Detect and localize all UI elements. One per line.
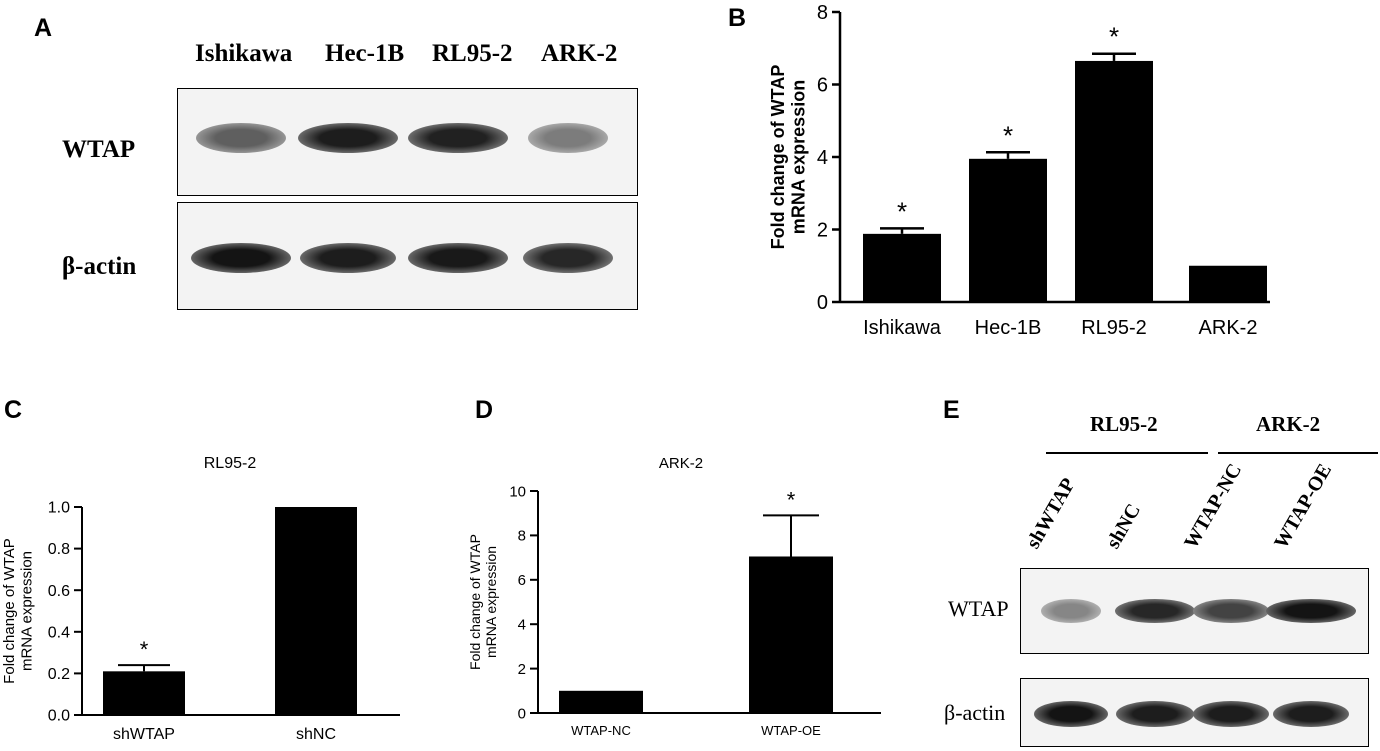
group-label: RL95-2: [1090, 412, 1158, 436]
blot-band: [1273, 701, 1349, 727]
y-tick-label: 0.0: [48, 708, 70, 725]
actin-blot: [177, 202, 638, 310]
bar: [103, 671, 185, 715]
x-tick-label: ARK-2: [1199, 317, 1258, 339]
panel-letter-a: A: [34, 14, 53, 42]
wtap-blot: [177, 88, 638, 196]
blot-band: [1116, 701, 1194, 727]
y-tick-label: 0.6: [48, 583, 70, 600]
row-label-actin: β-actin: [62, 253, 137, 280]
y-tick-label: 2: [518, 661, 526, 678]
bar-chart-d: ARK-2 0 2 4 6 8 10 Fold change of WTAPmRNA expr…: [467, 455, 881, 738]
blot-band: [1193, 701, 1269, 727]
group-underline: [1046, 452, 1208, 454]
x-tick-label: Ishikawa: [863, 317, 942, 339]
y-axis-label: Fold change of WTAPmRNA expression: [1, 538, 35, 684]
chart-title: RL95-2: [204, 455, 257, 472]
bar: [863, 233, 941, 302]
y-tick-label: 6: [817, 75, 828, 97]
significance-marker: *: [1109, 22, 1119, 52]
x-tick-label: Hec-1B: [975, 317, 1042, 339]
group-label: ARK-2: [1256, 412, 1321, 436]
bar: [559, 690, 643, 713]
blot-band: [1034, 701, 1108, 727]
lane-label: shWTAP: [1022, 474, 1080, 553]
y-tick-label: 6: [518, 572, 526, 589]
y-axis-label-line: Fold change of WTAP: [768, 65, 788, 250]
panel-letter-c: C: [4, 396, 23, 424]
x-tick-label: WTAP-NC: [571, 723, 631, 738]
blot-band: [1193, 599, 1269, 623]
y-axis-label: Fold change of WTAPmRNA expression: [467, 534, 499, 670]
blot-band: [298, 123, 398, 153]
blot-band: [300, 243, 396, 273]
x-tick-label: RL95-2: [1081, 317, 1147, 339]
bar-chart-c: RL95-2 0.0 0.2 0.4 0.6 0.8 1.0 Fold change of W…: [1, 455, 400, 743]
row-label-wtap: WTAP: [62, 136, 136, 163]
y-tick-label: 4: [518, 616, 526, 633]
significance-marker: *: [787, 487, 796, 512]
lane-label: WTAP-OE: [1270, 460, 1337, 553]
significance-marker: *: [140, 637, 149, 662]
lane-label: shNC: [1102, 500, 1146, 553]
blot-band: [191, 243, 291, 273]
significance-marker: *: [1003, 120, 1013, 150]
blot-band: [408, 123, 508, 153]
blot-band: [1041, 599, 1101, 623]
blot-band: [408, 243, 508, 273]
lane-label: Ishikawa: [195, 40, 293, 67]
bar: [969, 158, 1047, 302]
blot-band: [528, 123, 608, 153]
y-tick-label: 0: [817, 292, 828, 314]
y-axis-label-line: mRNA expression: [18, 551, 35, 671]
panel-letter-e: E: [943, 396, 960, 424]
bar: [1189, 265, 1267, 302]
group-underline: [1218, 452, 1378, 454]
row-label-wtap: WTAP: [948, 596, 1009, 621]
y-axis-label-line: Fold change of WTAP: [467, 534, 483, 670]
chart-title: ARK-2: [659, 455, 703, 472]
actin-blot: [1020, 678, 1369, 747]
blot-band: [1266, 599, 1356, 623]
y-tick-label: 2: [817, 220, 828, 242]
panel-letter-d: D: [475, 396, 494, 424]
y-axis-label: Fold change of WTAPmRNA expression: [768, 65, 809, 250]
x-tick-label: WTAP-OE: [761, 723, 821, 738]
y-tick-label: 0: [518, 705, 526, 722]
bar: [275, 507, 357, 715]
y-tick-label: 4: [817, 147, 828, 169]
blot-band: [1115, 599, 1195, 623]
y-tick-label: 8: [518, 528, 526, 545]
y-axis-label-line: mRNA expression: [789, 80, 809, 234]
bar-chart-b: 0 2 4 6 8 Fold change of WTAPmRNA expression *…: [768, 2, 1270, 339]
blot-band: [196, 123, 286, 153]
y-axis-label-line: Fold change of WTAP: [1, 538, 18, 684]
y-tick-label: 0.4: [48, 624, 70, 641]
x-tick-label: shNC: [296, 726, 336, 743]
y-tick-label: 1.0: [48, 500, 70, 517]
y-tick-label: 0.2: [48, 666, 70, 683]
y-axis-label-line: mRNA expression: [483, 546, 499, 658]
bar: [1075, 60, 1153, 302]
panel-letter-b: B: [728, 4, 747, 32]
x-tick-label: shWTAP: [113, 726, 175, 743]
significance-marker: *: [897, 196, 907, 226]
lane-label: WTAP-NC: [1180, 460, 1247, 553]
bar: [749, 556, 833, 713]
y-tick-label: 10: [509, 483, 526, 500]
blot-band: [523, 243, 613, 273]
row-label-actin: β-actin: [944, 700, 1006, 725]
y-tick-label: 8: [817, 2, 828, 24]
lane-label: ARK-2: [541, 40, 618, 67]
lane-label: RL95-2: [432, 40, 513, 67]
y-tick-label: 0.8: [48, 541, 70, 558]
lane-label: Hec-1B: [325, 40, 405, 67]
wtap-blot: [1020, 568, 1369, 654]
